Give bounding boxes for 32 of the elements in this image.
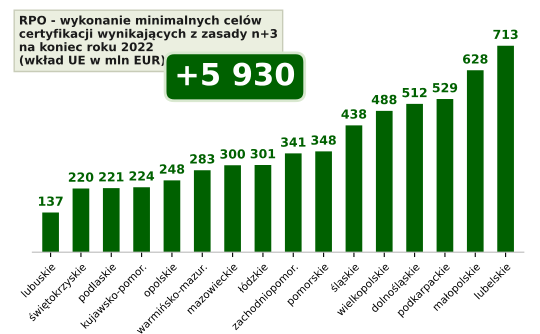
bar	[497, 46, 514, 252]
bar	[254, 165, 272, 252]
data-label: 348	[311, 135, 336, 145]
data-label: 628	[462, 54, 488, 64]
bar	[72, 188, 90, 252]
data-label: 488	[372, 94, 397, 104]
bar	[436, 98, 454, 252]
bar	[315, 151, 332, 252]
data-label: 301	[250, 148, 276, 158]
data-label: 224	[130, 171, 154, 181]
data-label: 438	[341, 109, 366, 119]
bar	[466, 70, 484, 252]
data-label: 512	[402, 88, 427, 98]
data-label: 248	[160, 164, 184, 174]
data-label: 341	[281, 137, 306, 147]
bar	[284, 153, 302, 252]
data-label: 283	[190, 154, 214, 164]
data-label: 137	[38, 196, 63, 206]
data-label: 220	[68, 172, 94, 182]
bar	[102, 188, 120, 252]
bar	[42, 212, 59, 252]
bar	[406, 104, 423, 252]
data-label: 300	[220, 149, 246, 159]
data-label: 221	[99, 172, 124, 182]
bar	[224, 165, 241, 252]
data-label: 713	[493, 30, 518, 40]
bar	[164, 180, 180, 252]
bar	[376, 110, 393, 252]
bar	[133, 187, 150, 252]
data-label: 529	[432, 82, 458, 92]
bar	[346, 125, 362, 252]
bar	[194, 170, 211, 252]
